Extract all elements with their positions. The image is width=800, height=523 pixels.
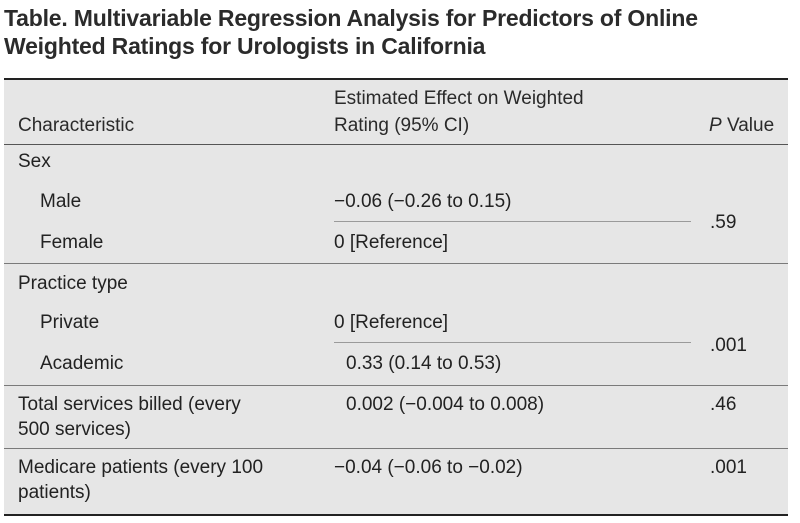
row-services-pvalue: .46 <box>710 394 737 415</box>
header-pvalue-rest: Value <box>721 115 775 136</box>
row-services-label-line2: 500 services) <box>18 419 131 440</box>
header-effect-line1: Estimated Effect on Weighted <box>334 88 584 109</box>
header-characteristic: Characteristic <box>18 115 135 136</box>
divider <box>4 385 788 386</box>
row-practice-pvalue: .001 <box>710 335 747 356</box>
header-effect-line2: Rating (95% CI) <box>334 115 470 136</box>
row-sex-label: Sex <box>18 151 51 172</box>
table-top-rule <box>4 78 788 80</box>
row-private-effect: 0 [Reference] <box>334 312 449 333</box>
row-male-label: Male <box>40 191 82 212</box>
row-female-effect: 0 [Reference] <box>334 232 449 253</box>
table-title: Table. Multivariable Regression Analysis… <box>4 5 698 59</box>
row-medicare-label-line1: Medicare patients (every 100 <box>18 457 264 478</box>
row-academic-label: Academic <box>40 353 124 374</box>
divider <box>4 448 788 449</box>
row-practice-label: Practice type <box>18 273 128 294</box>
header-pvalue: P Value <box>709 114 774 138</box>
row-academic-effect: 0.33 (0.14 to 0.53) <box>346 353 502 374</box>
divider <box>334 221 691 222</box>
table-bottom-rule <box>4 514 788 516</box>
divider <box>334 342 691 343</box>
header-pvalue-p: P <box>709 115 722 136</box>
divider <box>4 263 788 264</box>
header-rule <box>4 144 788 145</box>
row-services-label-line1: Total services billed (every <box>18 394 241 415</box>
row-medicare-effect: −0.04 (−0.06 to −0.02) <box>334 457 523 478</box>
row-private-label: Private <box>40 312 100 333</box>
row-medicare-label-line2: patients) <box>18 482 91 503</box>
row-sex-pvalue: .59 <box>710 212 737 233</box>
row-services-effect: 0.002 (−0.004 to 0.008) <box>346 394 545 415</box>
row-medicare-pvalue: .001 <box>710 457 747 478</box>
row-female-label: Female <box>40 232 104 253</box>
regression-table: Characteristic Estimated Effect on Weigh… <box>4 78 788 516</box>
row-male-effect: −0.06 (−0.26 to 0.15) <box>334 191 512 212</box>
